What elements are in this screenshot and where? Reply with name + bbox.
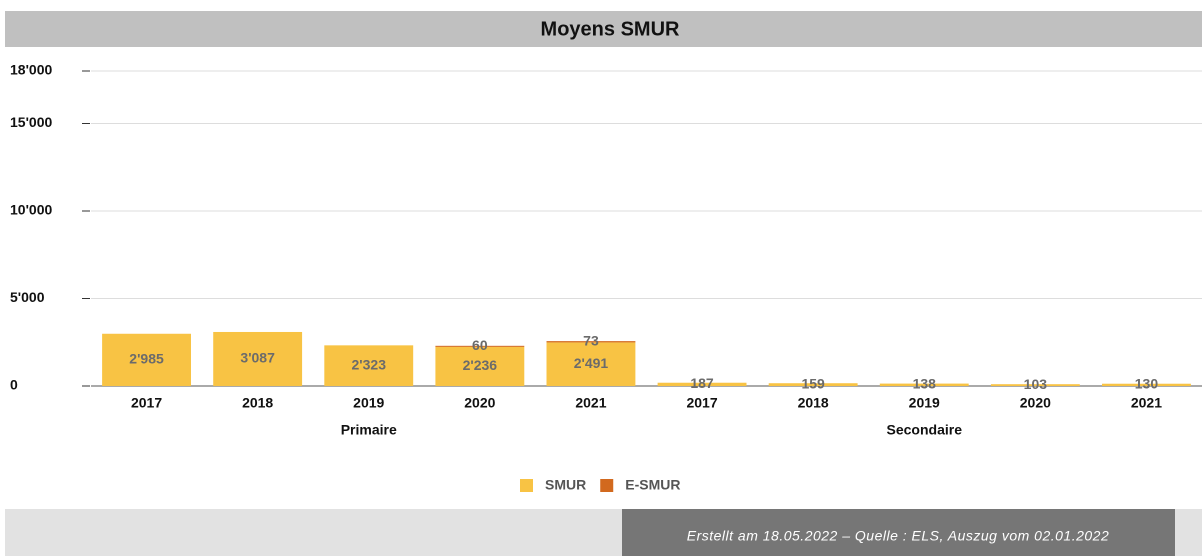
bar-segment xyxy=(546,341,636,343)
value-label: 2'985 xyxy=(129,351,164,367)
value-label: 187 xyxy=(690,375,714,391)
bar-segment xyxy=(324,345,414,386)
bar-segment xyxy=(879,383,969,386)
x-tick-label: 2019 xyxy=(909,395,940,411)
value-label: 2'323 xyxy=(352,356,387,372)
y-tick-label: 15'000 xyxy=(10,114,52,130)
y-tick-label: 10'000 xyxy=(10,202,52,218)
title-bar xyxy=(5,11,1202,47)
x-tick-label: 2018 xyxy=(242,395,273,411)
value-label: 138 xyxy=(913,375,937,391)
value-label: 3'087 xyxy=(240,350,275,366)
bar-segment xyxy=(102,333,191,386)
legend-swatch xyxy=(520,479,533,492)
x-tick-label: 2020 xyxy=(1020,395,1051,411)
x-tick-label: 2019 xyxy=(353,395,384,411)
bar-segment xyxy=(435,346,525,386)
group-label: Secondaire xyxy=(887,422,963,438)
value-label: 2'236 xyxy=(463,357,498,373)
chart-title: Moyens SMUR xyxy=(541,18,680,40)
x-tick-label: 2017 xyxy=(131,395,162,411)
x-tick-label: 2017 xyxy=(686,395,717,411)
group-label: Primaire xyxy=(341,422,397,438)
bar-segment xyxy=(213,331,303,386)
legend-label: SMUR xyxy=(545,477,586,493)
y-tick-label: 18'000 xyxy=(10,62,52,78)
value-label: 73 xyxy=(583,332,599,348)
value-label: 2'491 xyxy=(574,355,609,371)
footer-text: Erstellt am 18.05.2022 – Quelle : ELS, A… xyxy=(687,528,1110,544)
x-tick-label: 2020 xyxy=(464,395,495,411)
y-tick-label: 5'000 xyxy=(10,289,45,305)
bar-segment xyxy=(768,383,858,386)
footer-box xyxy=(622,509,1175,556)
legend-label: E-SMUR xyxy=(625,477,680,493)
bar-segment xyxy=(1102,383,1191,386)
x-tick-label: 2021 xyxy=(575,395,606,411)
legend-swatch xyxy=(600,479,614,492)
bar-segment xyxy=(657,382,747,386)
x-tick-label: 2018 xyxy=(798,395,829,411)
bar-segment xyxy=(990,384,1080,386)
value-label: 130 xyxy=(1135,376,1159,392)
bar-segment xyxy=(435,345,525,347)
value-label: 60 xyxy=(472,337,488,353)
bar-segment xyxy=(546,342,636,386)
x-tick-label: 2021 xyxy=(1131,395,1162,411)
value-label: 103 xyxy=(1024,376,1048,392)
y-tick-label: 0 xyxy=(10,377,18,393)
value-label: 159 xyxy=(801,375,825,391)
